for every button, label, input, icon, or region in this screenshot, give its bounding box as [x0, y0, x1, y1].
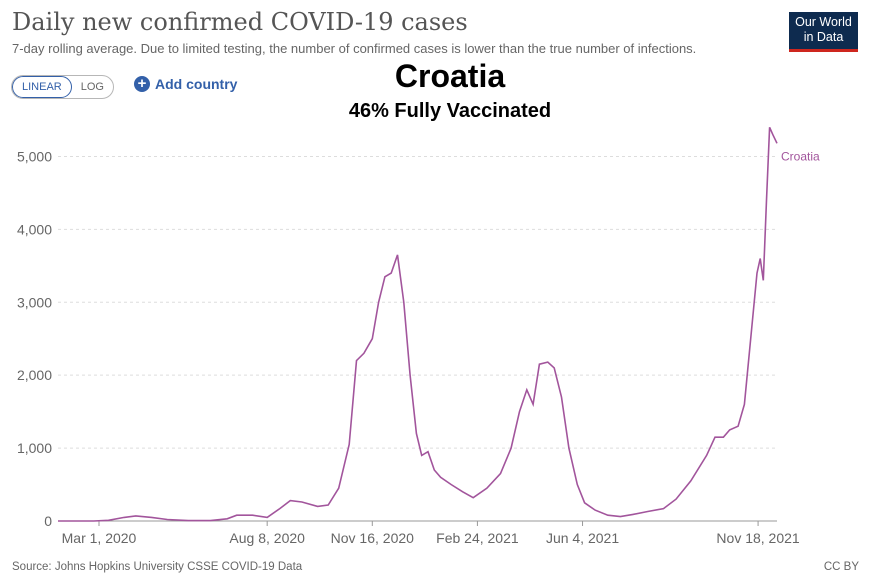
x-tick-label: Nov 18, 2021: [716, 530, 799, 546]
y-tick-label: 3,000: [17, 294, 52, 310]
add-country-button[interactable]: + Add country: [134, 76, 237, 92]
vaccination-overlay-subtitle: 46% Fully Vaccinated: [348, 100, 552, 122]
x-tick-label: Nov 16, 2020: [331, 530, 414, 546]
add-country-label: Add country: [155, 76, 238, 92]
logo-line-2: in Data: [803, 30, 844, 44]
x-tick-label: Mar 1, 2020: [62, 530, 137, 546]
y-tick-label: 4,000: [17, 221, 52, 237]
chart-subtitle: 7-day rolling average. Due to limited te…: [12, 41, 697, 56]
scale-toggle: LINEAR LOG: [11, 75, 114, 99]
logo-line-1: Our World: [795, 15, 852, 29]
x-tick-label: Jun 4, 2021: [546, 530, 619, 546]
x-tick-label: Aug 8, 2020: [229, 530, 305, 546]
log-scale-button[interactable]: LOG: [80, 81, 104, 93]
x-tick-label: Feb 24, 2021: [436, 530, 519, 546]
chart-title: Daily new confirmed COVID-19 cases: [12, 8, 468, 36]
y-tick-label: 2,000: [17, 367, 52, 383]
license-link[interactable]: CC BY: [823, 561, 859, 573]
owid-logo[interactable]: Our World in Data: [789, 12, 858, 52]
series-line-croatia[interactable]: [58, 126, 778, 522]
series-label-croatia: Croatia: [781, 149, 820, 163]
linear-scale-button[interactable]: LINEAR: [12, 76, 72, 98]
country-overlay-title: Croatia: [394, 58, 506, 94]
source-note: Source: Johns Hopkins University CSSE CO…: [12, 561, 303, 573]
plus-circle-icon: +: [134, 76, 150, 92]
y-tick-label: 1,000: [17, 440, 52, 456]
y-tick-label: 5,000: [17, 148, 52, 164]
y-tick-label: 0: [44, 513, 52, 529]
